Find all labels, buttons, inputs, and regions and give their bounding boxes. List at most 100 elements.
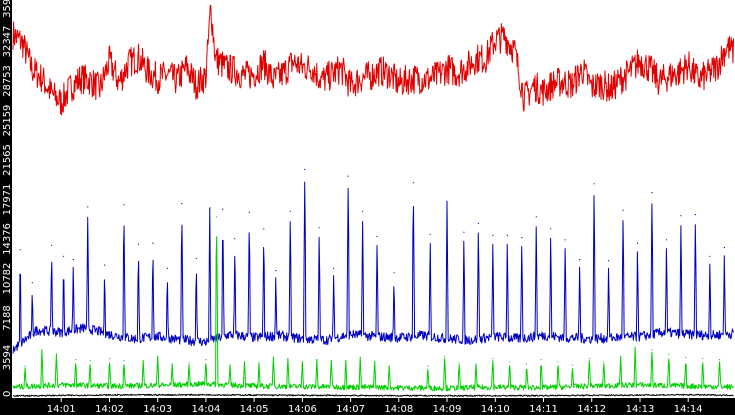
x-tick-label: 14:08 <box>384 404 413 415</box>
spike-point <box>702 357 704 360</box>
spike-point <box>475 363 477 365</box>
spike-point <box>222 208 224 210</box>
spike-point <box>429 233 431 235</box>
spike-point <box>171 363 173 365</box>
spike-point <box>362 210 364 212</box>
spike-point <box>622 209 624 211</box>
spike-point <box>304 168 306 171</box>
x-tick-label: 14:09 <box>433 404 462 415</box>
spike-point <box>31 282 33 284</box>
spike-point <box>229 364 231 366</box>
x-tick-label: 14:01 <box>47 404 76 415</box>
series-4 <box>12 393 734 397</box>
spike-point <box>446 200 448 202</box>
series-3 <box>12 216 734 392</box>
spike-point <box>166 267 168 269</box>
spike-point <box>137 243 139 245</box>
spike-point <box>205 359 207 361</box>
y-tick-label: 0 <box>2 391 13 397</box>
spike-point <box>374 361 376 363</box>
series-2 <box>12 168 734 354</box>
y-tick-label: 17971 <box>2 184 13 216</box>
series-line <box>12 393 734 397</box>
y-tick-label: 35942 <box>2 0 13 18</box>
spike-point <box>668 353 670 355</box>
x-axis-band <box>0 398 735 415</box>
x-tick-label: 14:06 <box>288 404 317 415</box>
y-tick-label: 32347 <box>2 26 13 58</box>
spike-point <box>123 360 125 362</box>
series-line <box>12 181 734 354</box>
spike-point <box>651 192 653 194</box>
spike-point <box>636 242 639 244</box>
spike-point <box>685 356 687 358</box>
x-tick-label: 14:02 <box>95 404 124 415</box>
y-tick-label: 25159 <box>2 105 13 137</box>
spike-point <box>620 355 622 357</box>
spike-point <box>388 365 390 367</box>
spike-point <box>723 246 726 249</box>
spike-point <box>123 204 125 206</box>
spike-point <box>477 222 479 224</box>
spike-point <box>142 360 144 362</box>
spike-point <box>72 259 74 261</box>
y-tick-label: 3594 <box>2 345 13 370</box>
spike-point <box>181 203 183 205</box>
spike-point <box>209 207 211 209</box>
spike-point <box>412 182 414 184</box>
spike-point <box>195 257 197 260</box>
spike-point <box>506 234 508 236</box>
series-layer <box>12 4 734 397</box>
spike-point <box>608 260 610 262</box>
y-tick-label: 14376 <box>2 223 13 255</box>
x-tick-label: 14:11 <box>529 404 558 415</box>
spike-point <box>104 264 106 266</box>
spike-point <box>347 175 349 177</box>
spike-point <box>718 359 721 361</box>
y-axis-band <box>0 0 12 415</box>
spike-point <box>579 259 581 261</box>
spike-point <box>275 270 277 272</box>
spike-point <box>19 249 21 251</box>
spike-point <box>243 361 246 363</box>
spike-point <box>258 362 260 364</box>
spike-point <box>427 365 429 367</box>
spike-point <box>318 227 320 229</box>
spike-point <box>75 359 77 361</box>
spike-point <box>593 183 595 185</box>
spike-point <box>694 214 697 216</box>
spike-point <box>234 238 236 240</box>
y-tick-label: 21565 <box>2 144 13 176</box>
spike-point <box>665 239 668 241</box>
spike-point <box>289 210 291 212</box>
spike-point <box>263 228 265 230</box>
x-axis-ticks: 14:01 14:02 14:03 14:04 14:05 14:06 14:07 14:08… <box>47 398 703 415</box>
spike-point <box>535 216 537 218</box>
spike-point <box>680 215 682 217</box>
spike-point <box>41 349 43 351</box>
spike-point <box>301 361 303 363</box>
spike-point <box>248 211 250 213</box>
y-tick-label: 7188 <box>2 305 13 330</box>
spike-point <box>444 355 446 357</box>
spike-point <box>393 272 395 274</box>
spike-point <box>51 244 53 246</box>
spike-point <box>215 216 218 218</box>
x-tick-label: 14:04 <box>191 404 220 415</box>
spike-point <box>509 361 511 363</box>
spike-point <box>272 356 274 358</box>
x-tick-label: 14:10 <box>481 404 510 415</box>
spike-point <box>63 255 65 257</box>
spike-point <box>87 206 89 208</box>
spike-point <box>550 228 552 230</box>
spike-point <box>287 357 289 360</box>
spike-point <box>463 231 465 233</box>
spike-point <box>634 346 636 349</box>
spike-point <box>330 360 332 362</box>
spike-point <box>152 242 154 244</box>
x-tick-label: 14:13 <box>626 404 655 415</box>
spike-point <box>55 353 58 355</box>
